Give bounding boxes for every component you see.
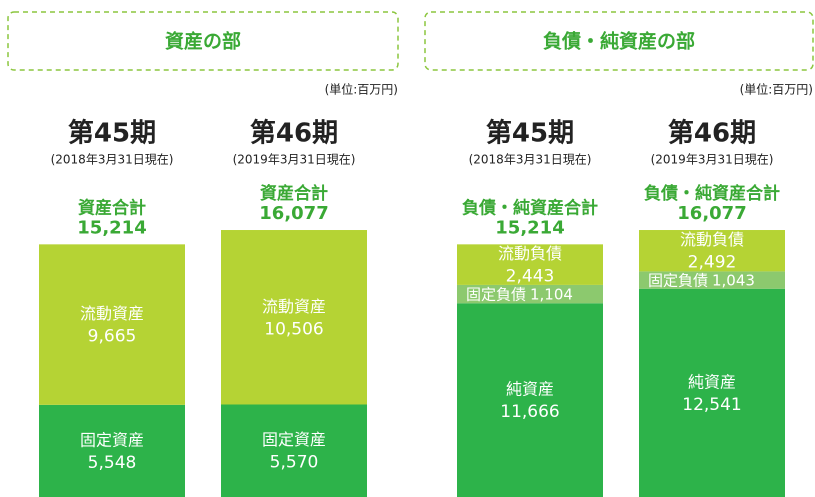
total-label: 資産合計 [260, 183, 328, 204]
segment-name: 流動資産 [262, 297, 326, 316]
period: 第46期 [250, 118, 338, 149]
bar-segment [457, 244, 603, 285]
total-label: 負債・純資産合計 [462, 197, 598, 218]
total-value: 15,214 [495, 217, 564, 238]
bar-segment [457, 303, 603, 497]
bar-segment [221, 404, 367, 497]
bar-segment [39, 244, 185, 405]
total-value: 16,077 [259, 203, 328, 224]
total-label: 負債・純資産合計 [644, 183, 780, 204]
segment-value: 5,570 [270, 453, 319, 473]
segment-value: 2,443 [506, 267, 555, 287]
segment-name: 固定資産 [80, 430, 144, 449]
total-value: 16,077 [677, 203, 746, 224]
segment-value: 5,548 [88, 453, 137, 473]
unit: (単位:百万円) [740, 82, 813, 97]
heading-box [424, 11, 814, 71]
segment-value: 1,043 [712, 272, 755, 290]
period-date: (2018年3月31日現在) [469, 153, 592, 167]
period: 第45期 [68, 118, 156, 149]
bar-segment [639, 271, 785, 289]
segment-name: 純資産 [506, 380, 554, 399]
heading-box [7, 11, 399, 71]
period-date: (2018年3月31日現在) [51, 153, 174, 167]
bar-segment [639, 230, 785, 272]
segment-value: 2,492 [688, 253, 737, 273]
segment-name: 固定負債 [466, 286, 526, 304]
segment-name: 固定資産 [262, 430, 326, 449]
bar-segment [221, 230, 367, 405]
total-label: 資産合計 [78, 197, 146, 218]
segment-value: 1,104 [530, 286, 573, 304]
segment-value: 12,541 [682, 395, 741, 415]
segment-name: 流動資産 [80, 304, 144, 323]
segment-name: 流動負債 [680, 230, 744, 249]
segment-name: 純資産 [688, 372, 736, 391]
period-date: (2019年3月31日現在) [651, 153, 774, 167]
period: 第45期 [486, 118, 574, 149]
total-value: 15,214 [77, 217, 146, 238]
bar-segment [639, 288, 785, 497]
heading: 資産の部 [165, 30, 241, 53]
segment-value: 10,506 [264, 319, 323, 339]
bar-segment [39, 404, 185, 497]
period: 第46期 [668, 118, 756, 149]
segment-value: 11,666 [500, 402, 559, 422]
heading: 負債・純資産の部 [543, 30, 695, 53]
period-date: (2019年3月31日現在) [233, 153, 356, 167]
bar-segment [457, 284, 603, 304]
segment-value: 9,665 [88, 327, 137, 347]
segment-name: 固定負債 [648, 272, 708, 290]
segment-name: 流動負債 [498, 244, 562, 263]
unit: (単位:百万円) [325, 82, 398, 97]
